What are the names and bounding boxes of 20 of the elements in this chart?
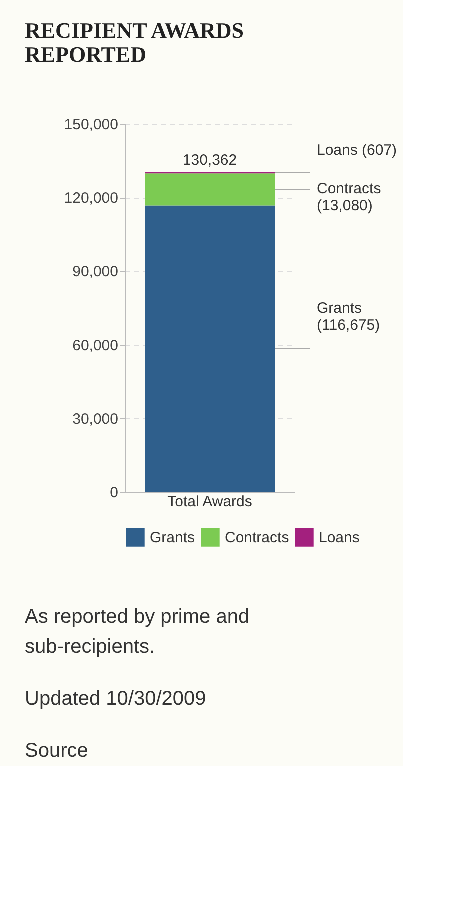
y-tick-label: 90,000: [72, 264, 118, 281]
legend-label: Loans: [319, 530, 360, 547]
data-label: Contracts (13,080): [317, 180, 382, 215]
data-label: Grants (116,675): [317, 300, 380, 334]
legend-label: Contracts: [225, 530, 290, 547]
y-tick-label: 60,000: [72, 337, 118, 354]
bar: [145, 174, 275, 206]
text: Source: [25, 740, 88, 762]
chart-title: RECIPIENT AWARDS REPORTED: [25, 18, 244, 67]
text: Updated 10/30/2009: [25, 688, 206, 710]
legend-label: Grants: [150, 530, 196, 547]
y-tick-label: 150,000: [64, 116, 118, 134]
y-tick-label: 30,000: [72, 410, 118, 428]
data-label: Loans (607): [317, 142, 398, 159]
bar: [145, 206, 275, 492]
x-tick-label: Total Awards: [168, 494, 252, 510]
y-tick-label: 0: [110, 484, 118, 502]
text: As reported by prime and sub-recipients.: [25, 606, 250, 658]
y-tick-label: 120,000: [64, 190, 118, 208]
total-label: 130,362: [182, 152, 238, 170]
